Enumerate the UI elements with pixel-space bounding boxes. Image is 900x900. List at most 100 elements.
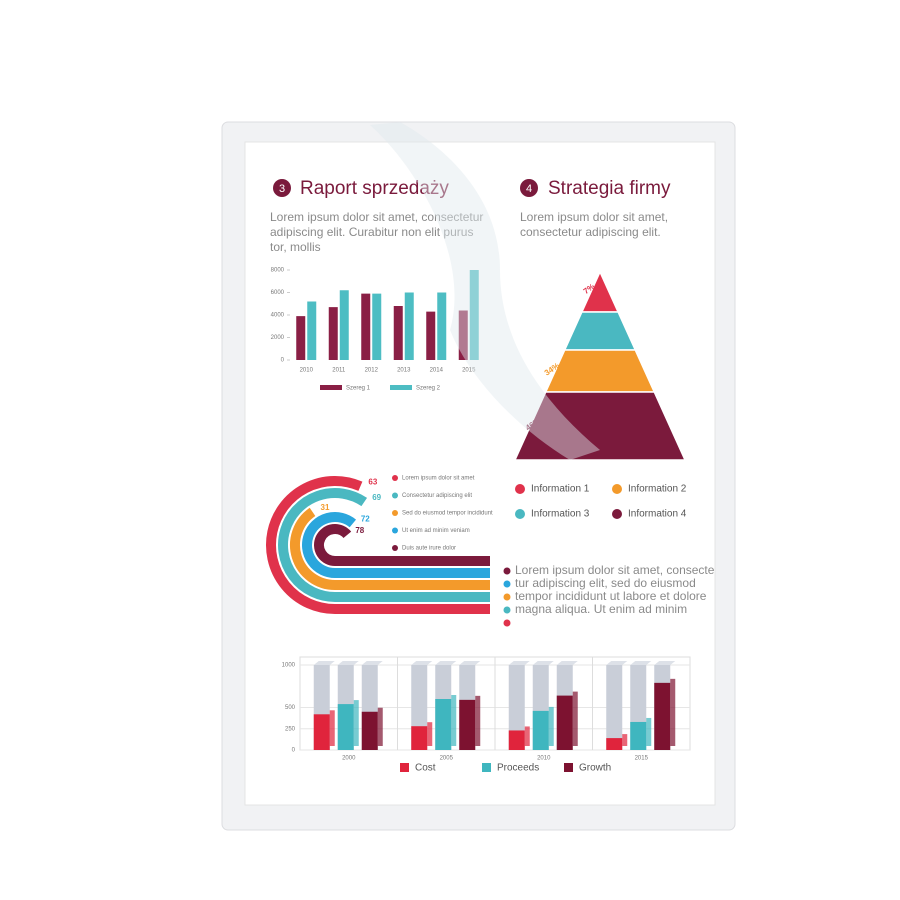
legend-label: Szereg 2 [416,386,441,392]
bar [313,714,330,750]
bar [532,710,549,750]
bar [296,316,306,360]
bullet [503,619,511,627]
x-tick-label: 2010 [537,756,551,762]
bar [411,726,428,750]
bar-background [532,661,554,665]
paragraph-line: Lorem ipsum dolor sit amet, consecte [515,563,715,577]
bullet [503,606,511,614]
bar-background [337,661,359,665]
legend-dot [612,484,622,494]
legend-dot [392,492,398,499]
legend-swatch [400,763,409,772]
legend-dot [612,509,622,519]
y-tick-label: 2000 [271,335,285,341]
legend-label: Information 1 [531,484,590,495]
bar-background [508,665,525,750]
bar [630,721,647,750]
bar-side [646,717,652,746]
section-text: Lorem ipsum dolor sit amet, consectetur [270,210,483,224]
bar [459,699,476,750]
x-tick-label: 2013 [397,368,411,374]
value-label: 78 [355,526,364,535]
pyramid-layer [544,349,656,393]
legend-swatch [482,763,491,772]
section-title: Raport sprzedaży [300,178,449,199]
legend-label: Cost [415,763,436,774]
bar-side [572,691,578,746]
bar-background [508,661,530,665]
x-tick-label: 2014 [430,368,444,374]
radial-bar [266,476,490,614]
paragraph-line: magna aliqua. Ut enim ad minim [515,602,687,616]
bullet [503,593,511,601]
radial-bar [314,524,490,566]
value-label: 63 [368,477,377,486]
bar-background [435,661,457,665]
x-tick-label: 2015 [462,368,476,374]
bar [508,730,525,750]
legend-label: Information 3 [531,509,590,520]
bar-side [475,695,481,746]
bar [361,293,371,360]
section-title: Strategia firmy [548,178,671,199]
bullet [503,567,511,575]
bar [435,699,452,750]
section-text: adipiscing elit. Curabitur non elit puru… [270,225,473,239]
paragraph-line: tur adipiscing elit, sed do eiusmod [515,576,696,590]
bullet [503,580,511,588]
x-tick-label: 2005 [440,756,454,762]
section-text: tor, mollis [270,240,321,254]
legend-label: Lorem ipsum dolor sit amet [402,476,475,482]
x-tick-label: 2010 [300,368,314,374]
legend-swatch [320,385,342,390]
bar-background [411,661,433,665]
bar [337,704,354,750]
legend-dot [392,527,398,534]
bar-background [556,661,578,665]
legend-swatch [390,385,412,390]
legend-label: Ut enim ad minim veniam [402,528,470,534]
section-number: 4 [526,183,532,195]
x-tick-label: 2015 [635,756,649,762]
y-tick-label: 1000 [282,663,296,669]
bar [426,311,436,360]
pyramid-layer [513,391,687,461]
section-number: 3 [279,183,285,195]
bar [328,307,338,360]
legend-label: Information 4 [628,509,687,520]
y-tick-label: 8000 [271,268,285,274]
bar [339,290,349,360]
legend-label: Duis aute irure dolor [402,546,456,552]
x-tick-label: 2011 [332,368,346,374]
value-label: 72 [361,515,370,524]
y-tick-label: 0 [281,358,285,364]
legend-label: Consectetur adipiscing elit [402,493,472,499]
y-tick-label: 0 [292,748,296,754]
bar [654,682,671,750]
bar [307,301,317,360]
bar [556,695,573,750]
film-glare [370,122,600,460]
bar [458,310,468,360]
y-tick-label: 4000 [271,313,285,319]
bar [393,306,403,360]
x-tick-label: 2012 [365,368,379,374]
bar-side [524,726,530,746]
section-badge [273,179,291,197]
y-tick-label: 6000 [271,290,285,296]
bar [437,292,447,360]
radial-bar [290,507,490,590]
legend-dot [392,510,398,516]
paragraph-line: tempor incididunt ut labore et dolore [515,589,707,603]
legend-label: Information 2 [628,484,687,495]
bar-background [630,661,652,665]
bar-background [606,665,623,750]
bar [361,711,378,750]
legend-label: Growth [579,763,611,774]
bar-side [353,700,359,746]
legend-dot [515,509,525,519]
legend-dot [392,545,398,551]
legend-label: Sed do eiusmod tempor incididunt [402,511,493,517]
